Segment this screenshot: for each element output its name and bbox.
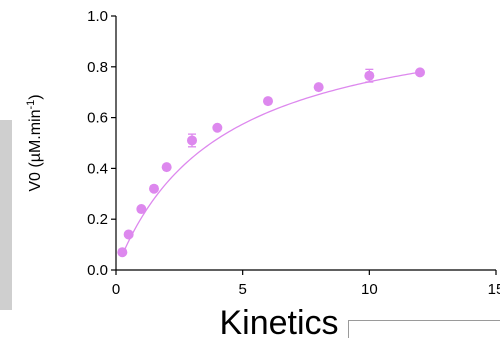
data-point xyxy=(136,204,147,215)
y-tick-label: 0.0 xyxy=(87,262,108,279)
y-tick-label: 0.8 xyxy=(87,59,108,76)
data-point xyxy=(117,247,128,258)
data-point xyxy=(123,229,134,240)
data-point xyxy=(415,67,425,78)
bottom-panel-edge xyxy=(348,320,500,338)
y-tick-label: 0.6 xyxy=(87,110,108,127)
y-tick-label: 1.0 xyxy=(87,8,108,25)
data-point xyxy=(313,82,324,93)
data-point xyxy=(263,96,273,107)
chart-title: Kinetics xyxy=(219,304,338,338)
plot-area xyxy=(117,67,425,258)
data-point xyxy=(161,162,172,173)
data-point xyxy=(187,135,197,146)
data-point xyxy=(364,70,375,81)
axes-group xyxy=(115,16,496,271)
x-tick-label: 0 xyxy=(112,281,120,298)
data-point xyxy=(149,183,159,194)
y-axis-label: V0 (µM.min-1) xyxy=(25,94,44,191)
x-tick-label: 15 xyxy=(488,281,500,298)
y-tick-label: 0.4 xyxy=(87,160,108,177)
side-panel-strip xyxy=(0,120,12,310)
y-ticks-group: 0.0 0.2 0.4 0.6 0.8 1.0 xyxy=(87,8,116,279)
data-point xyxy=(212,122,223,133)
x-ticks-group: 0 5 10 15 xyxy=(112,270,500,298)
y-tick-label: 0.2 xyxy=(87,211,108,228)
x-tick-label: 10 xyxy=(361,281,378,298)
x-tick-label: 5 xyxy=(238,281,246,298)
